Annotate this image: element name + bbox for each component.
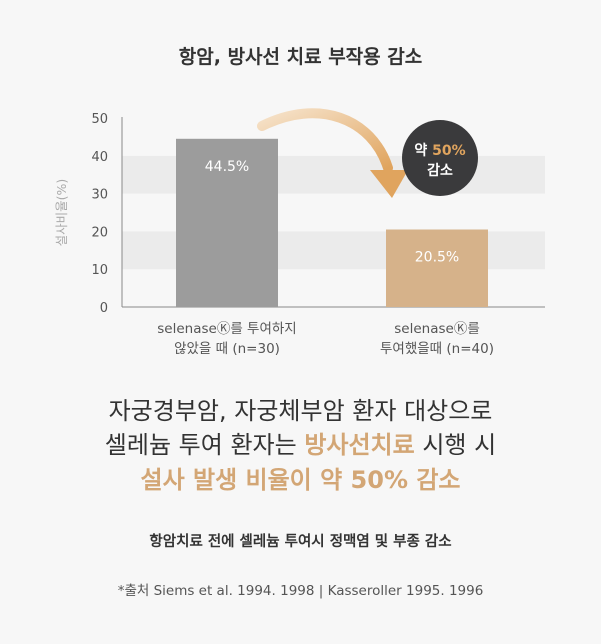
bar — [176, 138, 278, 307]
headline-line-2-pre: 셀레늄 투여 환자는 — [104, 431, 305, 459]
badge-prefix: 약 — [414, 142, 432, 159]
badge-value: 50% — [432, 143, 466, 159]
headline-line-3: 설사 발생 비율이 약 50% 감소 — [140, 466, 461, 494]
bar — [386, 229, 488, 307]
headline-line-2-post: 시행 시 — [414, 431, 497, 459]
y-tick-label: 20 — [91, 225, 108, 240]
bar-chart: 0 10 20 30 40 50 설사비율(%) 44.5% 20.5% selenaseⓀ를 투… — [54, 108, 545, 357]
curved-arrow — [257, 108, 393, 173]
headline-highlight-radiation: 방사선치료 — [304, 431, 415, 459]
data-label: 44.5% — [205, 159, 249, 175]
badge-line-1: 약 50% — [414, 142, 465, 159]
arrow-head — [370, 170, 408, 198]
y-tick-label: 0 — [100, 301, 108, 316]
x-tick-label: selenaseⓀ를 — [394, 321, 479, 337]
y-tick-label: 50 — [91, 112, 108, 127]
x-tick-label: 않았을 때 (n=30) — [174, 341, 280, 357]
data-label: 20.5% — [415, 250, 459, 266]
source-citation: *출처 Siems et al. 1994. 1998 | Kasserolle… — [117, 583, 484, 599]
x-tick-label: 투여했을때 (n=40) — [380, 341, 494, 357]
y-tick-label: 40 — [91, 150, 108, 165]
reduction-badge — [402, 120, 478, 196]
headline-line-2: 셀레늄 투여 환자는 방사선치료 시행 시 — [0, 428, 601, 462]
subtitle: 항암치료 전에 셀레늄 투여시 정맥염 및 부종 감소 — [149, 534, 452, 550]
y-axis-label: 설사비율(%) — [54, 179, 69, 247]
chart-title: 항암, 방사선 치료 부작용 감소 — [178, 46, 423, 68]
y-tick-label: 30 — [91, 188, 108, 203]
x-tick-label: selenaseⓀ를 투여하지 — [157, 321, 296, 337]
y-tick-label: 10 — [91, 263, 108, 278]
headline-line-1: 자궁경부암, 자궁체부암 환자 대상으로 — [108, 397, 493, 425]
badge-line-2: 감소 — [427, 162, 453, 179]
